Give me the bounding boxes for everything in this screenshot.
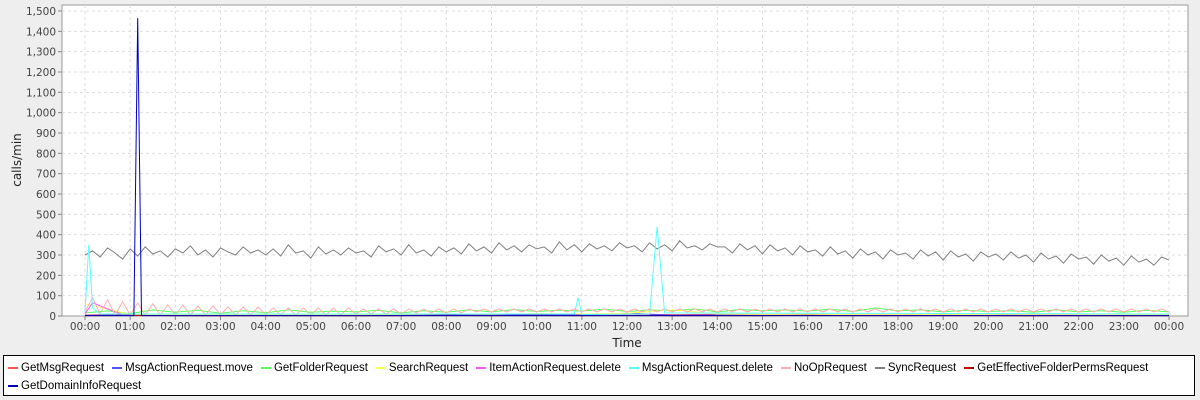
x-tick-label: 20:00 — [973, 321, 1003, 333]
line-chart: 0 100 200 300 400 500 600 700 800 900 1,000 1,100 1,… — [10, 4, 1189, 350]
series-line-msgactionrequest-delete — [84, 226, 1170, 315]
legend-label: GetFolderRequest — [273, 362, 368, 374]
x-tick-label: 06:00 — [341, 321, 371, 333]
legend-item: GetEffectiveFolderPermsRequest — [964, 359, 1148, 377]
series-line-syncrequest — [84, 240, 1170, 266]
y-tick-label: 300 — [36, 250, 56, 262]
y-tick-label: 600 — [36, 189, 56, 201]
y-tick-label: 100 — [36, 291, 56, 303]
x-tick-label: 00:00 — [70, 321, 100, 333]
x-tick-label: 05:00 — [296, 321, 326, 333]
y-tick-label: 500 — [36, 209, 56, 221]
legend-item: NoOpRequest — [780, 359, 867, 377]
legend-item: GetFolderRequest — [260, 359, 368, 377]
x-tick-label: 11:00 — [567, 321, 597, 333]
series-lines — [84, 18, 1170, 317]
x-tick-label: 01:00 — [115, 321, 145, 333]
y-tick-label: 1,500 — [26, 6, 56, 18]
legend: GetMsgRequest MsgActionRequest.move GetFol… — [3, 355, 1195, 396]
x-axis: 00:00 01:00 02:00 03:00 04:00 05:00 06:00 07:00… — [70, 316, 1184, 333]
x-tick-label: 15:00 — [747, 321, 777, 333]
series-line-getdomaininforequest — [85, 18, 1169, 317]
legend-swatch — [112, 367, 123, 369]
legend-label: SearchRequest — [388, 362, 469, 374]
legend-swatch — [476, 367, 487, 369]
legend-swatch — [375, 367, 386, 369]
y-tick-label: 700 — [36, 169, 56, 181]
y-tick-label: 1,100 — [26, 87, 56, 99]
x-tick-label: 10:00 — [522, 321, 552, 333]
x-tick-label: 21:00 — [1018, 321, 1048, 333]
legend-label: MsgActionRequest.delete — [641, 362, 773, 374]
x-tick-label: 00:00 — [1154, 321, 1184, 333]
x-tick-label: 07:00 — [386, 321, 416, 333]
legend-label: GetDomainInfoRequest — [21, 380, 142, 392]
legend-label: GetEffectiveFolderPermsRequest — [977, 362, 1149, 374]
x-tick-label: 14:00 — [702, 321, 732, 333]
x-tick-label: 23:00 — [1109, 321, 1139, 333]
legend-label: GetMsgRequest — [21, 362, 105, 374]
y-tick-label: 800 — [36, 148, 56, 160]
legend-label: SyncRequest — [887, 362, 957, 374]
legend-swatch — [8, 367, 18, 369]
legend-swatch — [780, 367, 791, 369]
legend-item: ItemActionRequest.delete — [476, 359, 621, 377]
y-axis: 0 100 200 300 400 500 600 700 800 900 1,000 1,100 1,… — [26, 6, 62, 323]
x-tick-label: 17:00 — [838, 321, 868, 333]
y-tick-label: 900 — [36, 128, 56, 140]
legend-item: MsgActionRequest.delete — [628, 359, 773, 377]
series-line-nooprequest — [84, 296, 1170, 317]
y-tick-label: 400 — [36, 230, 56, 242]
x-tick-label: 22:00 — [1064, 321, 1094, 333]
legend-item: GetDomainInfoRequest — [8, 377, 141, 395]
x-tick-label: 08:00 — [431, 321, 461, 333]
legend-swatch — [8, 385, 18, 387]
x-tick-label: 13:00 — [657, 321, 687, 333]
legend-label: MsgActionRequest.move — [125, 362, 253, 374]
x-tick-label: 16:00 — [793, 321, 823, 333]
legend-item: SearchRequest — [375, 359, 469, 377]
x-tick-label: 19:00 — [928, 321, 958, 333]
y-tick-label: 200 — [36, 270, 56, 282]
legend-label: ItemActionRequest.delete — [489, 362, 621, 374]
x-tick-label: 02:00 — [160, 321, 190, 333]
legend-swatch — [874, 367, 885, 369]
y-tick-label: 1,300 — [26, 47, 56, 59]
x-tick-label: 04:00 — [251, 321, 281, 333]
legend-item: GetMsgRequest — [8, 359, 104, 377]
y-tick-label: 1,000 — [26, 108, 56, 120]
legend-swatch — [260, 367, 271, 369]
y-tick-label: 1,200 — [26, 67, 56, 79]
legend-item: SyncRequest — [874, 359, 957, 377]
x-tick-label: 18:00 — [883, 321, 913, 333]
legend-label: NoOpRequest — [793, 362, 867, 374]
x-axis-label: Time — [611, 336, 641, 350]
x-tick-label: 12:00 — [612, 321, 642, 333]
plot-background — [61, 4, 1189, 317]
legend-swatch — [628, 367, 639, 369]
legend-swatch — [964, 367, 975, 369]
x-tick-label: 09:00 — [476, 321, 506, 333]
x-tick-label: 03:00 — [205, 321, 235, 333]
legend-item: MsgActionRequest.move — [112, 359, 253, 377]
gridlines — [62, 5, 1188, 316]
y-axis-label: calls/min — [10, 133, 24, 187]
y-tick-label: 0 — [49, 311, 56, 323]
y-tick-label: 1,400 — [26, 26, 56, 38]
